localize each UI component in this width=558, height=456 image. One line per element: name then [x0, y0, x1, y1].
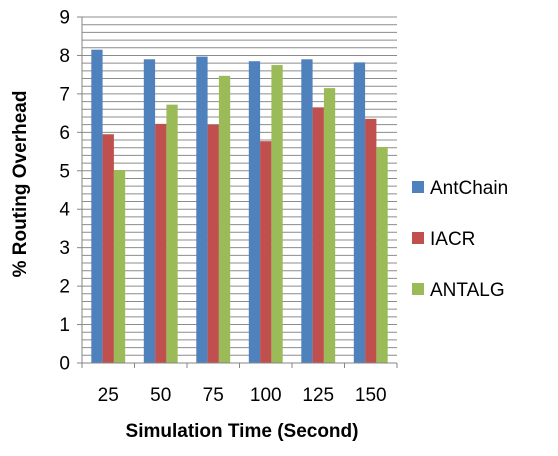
- bar-iacr-125: [312, 107, 324, 363]
- bar-antalg-125: [323, 88, 336, 363]
- legend-swatch-iacr: [412, 232, 424, 244]
- x-tick-label: 25: [98, 385, 119, 406]
- gridlines: [82, 16, 397, 356]
- bar-antchain-100: [248, 61, 261, 363]
- bar-antchain-50: [143, 59, 156, 364]
- y-tick-label: 2: [59, 277, 70, 298]
- legend: AntChain IACR ANTALG: [412, 178, 508, 301]
- legend-swatch-antalg: [412, 283, 424, 295]
- bar-antchain-25: [91, 49, 103, 364]
- axes: [77, 16, 398, 368]
- bar-iacr-100: [260, 141, 272, 363]
- bar-antalg-25: [113, 170, 126, 363]
- bar-antalg-50: [166, 104, 178, 364]
- y-tick-label: 8: [59, 46, 70, 67]
- y-tick-label: 3: [59, 238, 70, 259]
- y-tick-label: 7: [59, 84, 70, 105]
- x-tick-label: 50: [150, 385, 171, 406]
- y-tick-labels: 0 1 2 3 4 5 6 7 8 9: [59, 8, 70, 375]
- x-tick-labels: 25 50 75 100 125 150: [98, 385, 387, 406]
- bar-antalg-150: [376, 146, 388, 363]
- y-tick-label: 0: [59, 354, 70, 375]
- x-tick-label: 150: [355, 385, 387, 406]
- y-tick-label: 1: [59, 315, 70, 336]
- y-tick-label: 6: [59, 123, 70, 144]
- bar-iacr-50: [155, 123, 167, 364]
- y-tick-label: 5: [59, 161, 70, 182]
- bar-iacr-75: [207, 124, 219, 364]
- y-axis-title: % Routing Overhead: [10, 91, 31, 278]
- bar-antchain-150: [353, 62, 366, 364]
- x-tick-label: 75: [203, 385, 224, 406]
- legend-label-antchain: AntChain: [430, 178, 508, 199]
- bar-iacr-25: [102, 134, 114, 363]
- bars: [91, 49, 388, 364]
- bar-antchain-75: [196, 56, 208, 363]
- bar-antalg-75: [218, 75, 231, 363]
- legend-label-iacr: IACR: [430, 229, 475, 250]
- bar-antalg-100: [271, 65, 283, 364]
- x-tick-label: 100: [250, 385, 282, 406]
- y-tick-label: 4: [59, 200, 70, 221]
- bar-antchain-125: [301, 59, 313, 364]
- legend-label-antalg: ANTALG: [430, 280, 505, 301]
- x-axis-title: Simulation Time (Second): [126, 421, 359, 442]
- y-tick-label: 9: [59, 8, 70, 29]
- x-tick-label: 125: [302, 385, 334, 406]
- bar-iacr-150: [365, 118, 377, 363]
- legend-swatch-antchain: [412, 181, 424, 193]
